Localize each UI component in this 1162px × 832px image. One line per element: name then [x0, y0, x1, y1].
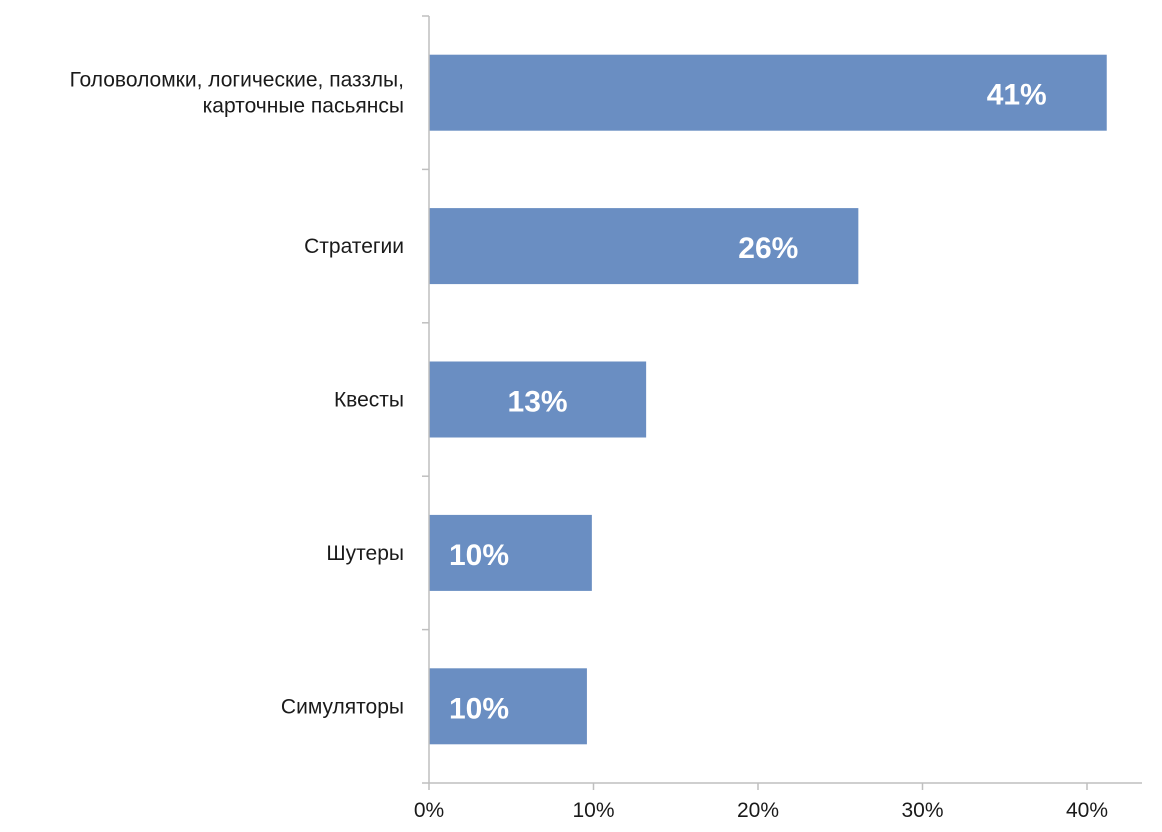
bar [429, 514, 592, 591]
category-label: Стратегии [304, 235, 404, 258]
bar [429, 54, 1107, 131]
bar [429, 361, 647, 438]
category-label: Симуляторы [281, 695, 404, 718]
x-tick-label: 30% [901, 799, 943, 822]
category-label: Шутеры [326, 542, 404, 565]
category-label: карточные пасьянсы [203, 95, 404, 118]
x-tick-label: 40% [1066, 799, 1108, 822]
data-label: 10% [449, 539, 509, 572]
category-label: Квесты [334, 389, 404, 412]
x-tick-label: 10% [572, 799, 614, 822]
x-tick-label: 0% [414, 799, 444, 822]
bar [429, 668, 587, 745]
bar [429, 208, 859, 285]
data-label: 10% [449, 692, 509, 725]
data-label: 13% [508, 386, 568, 419]
category-label: Головоломки, логические, паззлы, [70, 69, 404, 92]
data-label: 41% [987, 79, 1047, 112]
x-tick-label: 20% [737, 799, 779, 822]
data-label: 26% [738, 232, 798, 265]
